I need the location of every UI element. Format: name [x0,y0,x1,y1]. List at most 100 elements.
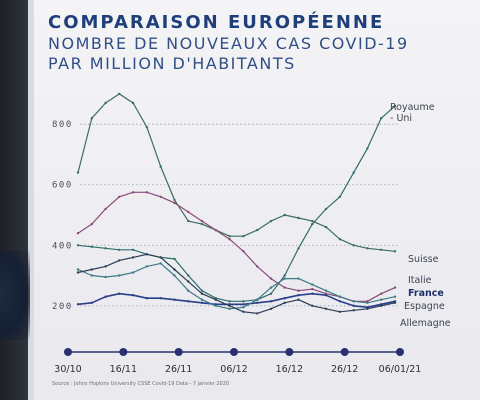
x-date-label-5: 26/12 [331,364,358,375]
chart-title: COMPARAISON EUROPÉENNE [48,12,385,33]
data-point-france-12 [242,303,245,306]
data-point-allemagne-13 [256,312,259,315]
data-point-allemagne-14 [269,307,273,310]
data-point-allemagne-11 [228,304,231,307]
data-point-espagne-20 [352,300,355,303]
data-point-espagne-10 [214,304,217,307]
data-point-france-0 [76,303,80,306]
data-point-espagne-7 [173,274,176,277]
data-point-espagne-11 [228,307,231,310]
series-label-royaume_uni-line-1: Royaume [390,102,435,113]
speaker-silhouette [0,250,30,340]
data-point-italie-4 [131,191,135,194]
data-point-allemagne-1 [90,268,94,271]
data-point-france-13 [256,301,259,304]
series-line-suisse [77,93,396,252]
data-point-italie-12 [242,250,245,253]
data-point-suisse-11 [228,235,231,238]
data-point-espagne-15 [283,277,286,280]
data-point-royaume_uni-4 [131,248,135,251]
data-point-allemagne-23 [393,301,397,304]
timeline-dot-1 [119,348,128,356]
data-point-royaume_uni-19 [338,195,342,198]
data-point-allemagne-5 [145,253,149,256]
data-point-italie-7 [173,201,176,205]
data-point-suisse-23 [393,250,397,253]
data-point-espagne-22 [380,298,383,301]
data-point-allemagne-2 [104,265,107,268]
data-point-italie-17 [311,287,314,291]
data-point-italie-15 [283,286,286,289]
data-point-france-17 [311,292,314,295]
data-point-espagne-17 [311,283,314,286]
data-point-suisse-2 [104,101,107,105]
timeline-dot-3 [230,348,238,356]
data-point-suisse-13 [256,228,259,232]
data-point-italie-22 [380,292,383,295]
data-point-royaume_uni-7 [173,257,176,261]
data-point-royaume_uni-17 [311,222,314,226]
data-point-france-3 [118,292,121,295]
data-point-france-1 [90,301,94,304]
y-tick-label-400: 400 [52,241,73,251]
data-point-royaume_uni-18 [324,207,328,211]
data-point-allemagne-12 [242,310,245,313]
data-point-france-2 [104,295,107,298]
data-point-espagne-9 [200,298,204,301]
data-point-suisse-6 [159,165,162,168]
timeline-dot-2 [174,348,183,356]
data-point-suisse-15 [283,213,286,217]
data-point-royaume_uni-16 [297,247,300,250]
x-date-label-6: 06/01/21 [379,364,422,375]
chart-subtitle-line-1: NOMBRE DE NOUVEAUX CAS COVID-19 [48,34,409,53]
data-point-france-14 [269,300,273,303]
data-point-suisse-1 [90,117,94,120]
data-point-royaume_uni-9 [200,289,204,292]
data-point-royaume_uni-22 [380,117,383,120]
data-point-italie-13 [256,265,259,268]
data-point-royaume_uni-3 [118,248,121,251]
data-point-france-16 [297,294,300,297]
data-point-royaume_uni-23 [393,104,397,108]
data-point-france-4 [131,294,135,297]
series-label-suisse: Suisse [408,254,439,265]
x-date-label-1: 16/11 [110,364,137,375]
data-point-france-15 [283,297,286,300]
data-point-allemagne-21 [366,307,369,310]
data-point-royaume_uni-12 [242,300,245,303]
data-point-italie-11 [228,238,231,241]
data-point-allemagne-20 [352,309,355,312]
series-line-royaume_uni [77,105,396,302]
data-point-suisse-19 [338,238,342,241]
data-point-suisse-3 [118,92,121,96]
data-point-suisse-18 [324,225,328,229]
data-point-espagne-12 [242,306,245,309]
data-point-france-18 [324,294,328,297]
data-point-royaume_uni-15 [283,274,286,277]
series-line-france [77,292,396,309]
data-point-italie-8 [187,210,190,214]
series-label-allemagne: Allemagne [400,318,451,329]
x-date-label-3: 06/12 [220,364,247,375]
data-point-allemagne-10 [214,298,217,301]
data-point-royaume_uni-8 [187,274,190,277]
data-point-france-20 [352,304,355,307]
data-point-allemagne-3 [118,259,121,262]
data-point-royaume_uni-0 [76,244,80,247]
x-date-label-4: 16/12 [276,364,303,375]
series-label-italie: Italie [408,275,432,286]
data-point-suisse-8 [187,219,190,223]
data-point-italie-23 [393,286,397,289]
series-line-allemagne [77,253,396,314]
data-point-allemagne-18 [324,307,328,310]
data-point-espagne-3 [118,274,121,277]
data-point-italie-9 [200,219,204,223]
timeline-dot-4 [285,348,294,356]
data-point-allemagne-15 [283,301,286,304]
timeline-dot-6 [396,348,404,356]
x-date-label-2: 26/11 [165,364,192,375]
data-point-espagne-14 [269,286,273,289]
y-tick-label-600: 600 [52,181,73,191]
data-point-allemagne-0 [76,271,80,274]
